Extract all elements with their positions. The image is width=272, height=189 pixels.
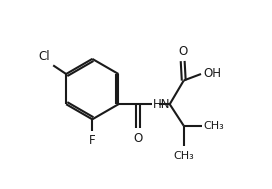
Text: CH₃: CH₃ [203,121,224,131]
Text: F: F [89,134,96,147]
Text: OH: OH [203,67,221,81]
Text: O: O [133,132,143,145]
Text: CH₃: CH₃ [173,151,194,161]
Text: Cl: Cl [38,50,50,63]
Text: HN: HN [153,98,171,111]
Text: O: O [178,45,187,58]
